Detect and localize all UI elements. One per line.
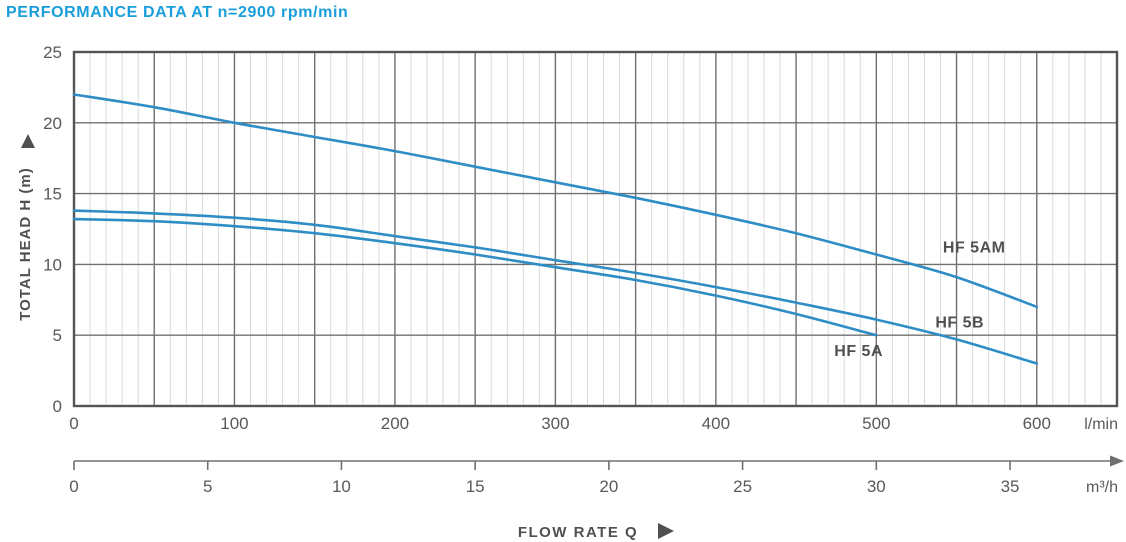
chart-title: PERFORMANCE DATA AT n=2900 rpm/min: [6, 4, 349, 21]
curve-label-hf-5am: HF 5AM: [943, 239, 1006, 256]
y-tick-label: 15: [43, 185, 62, 204]
grid-major: [74, 52, 1117, 406]
x-tick-label-lmin: 100: [220, 414, 248, 433]
curve-hf-5a: [72, 217, 878, 337]
y-tick-label: 5: [53, 326, 62, 345]
x-axis-m3h: 0 5 10 15 20 25 30 35 m³/h: [69, 455, 1124, 496]
x-tick-label-m3h: 30: [867, 477, 886, 496]
y-axis-title: TOTAL HEAD H (m): [17, 134, 35, 321]
x-tick-label-lmin: 200: [381, 414, 409, 433]
y-tick-label: 25: [43, 43, 62, 62]
curve-label-hf-5b: HF 5B: [935, 314, 984, 331]
right-arrow-icon: [1110, 455, 1124, 467]
curve-label-hf-5a: HF 5A: [834, 343, 883, 360]
plot-border: [72, 50, 1119, 408]
curve-hf-5b: [72, 209, 1039, 365]
y-tick-label: 0: [53, 397, 62, 416]
y-axis-ticks: 0 5 10 15 20 25: [43, 43, 62, 416]
up-arrow-icon: [21, 134, 35, 148]
x-tick-label-m3h: 10: [332, 477, 351, 496]
x-tick-label-m3h: 20: [599, 477, 618, 496]
right-arrow-icon: [658, 523, 674, 539]
x-axis-label: FLOW RATE Q: [518, 524, 638, 541]
y-axis-label: TOTAL HEAD H (m): [17, 167, 34, 321]
x-tick-label-lmin: 0: [69, 414, 78, 433]
x-tick-label-lmin: 400: [702, 414, 730, 433]
y-tick-label: 10: [43, 255, 62, 274]
grid-minor: [89, 52, 1102, 406]
x-tick-label-m3h: 0: [69, 477, 78, 496]
x-unit-lmin: l/min: [1084, 416, 1118, 433]
x-tick-label-lmin: 500: [862, 414, 890, 433]
x-tick-label-lmin: 300: [541, 414, 569, 433]
x-tick-label-m3h: 35: [1001, 477, 1020, 496]
x-tick-label-lmin: 600: [1023, 414, 1051, 433]
curve-hf-5am: [72, 93, 1039, 309]
y-tick-label: 20: [43, 114, 62, 133]
x-axis-title: FLOW RATE Q: [518, 523, 674, 541]
x-axis-lmin: 0 100 200 300 400 500 600 l/min: [69, 414, 1118, 433]
x-tick-label-m3h: 15: [466, 477, 485, 496]
x-tick-label-m3h: 5: [203, 477, 212, 496]
x-tick-label-m3h: 25: [733, 477, 752, 496]
x-unit-m3h: m³/h: [1086, 479, 1118, 496]
